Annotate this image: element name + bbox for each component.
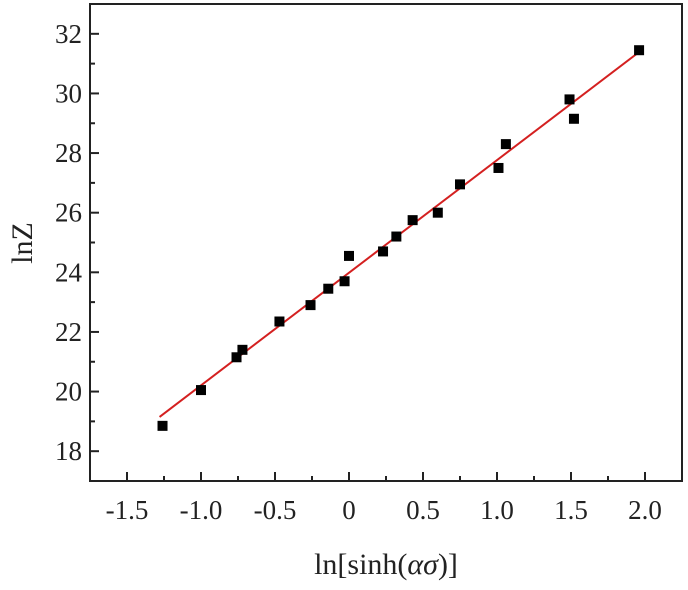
data-point — [323, 283, 334, 294]
data-point — [237, 344, 248, 355]
data-point — [634, 45, 645, 56]
x-tick-label: 0 — [342, 495, 356, 525]
data-point — [568, 113, 579, 124]
x-tick-label: 2.0 — [628, 495, 662, 525]
x-tick-label: -1.0 — [180, 495, 223, 525]
data-point — [344, 250, 354, 261]
data-point — [339, 276, 350, 287]
x-axis: -1.5 -1.0 -0.5 0 0.5 1.0 1.5 2.0 — [106, 472, 662, 525]
x-axis-title-prefix: ln[sinh( — [314, 548, 407, 581]
y-tick-label: 18 — [55, 436, 82, 466]
data-point — [305, 300, 316, 311]
data-point — [231, 352, 242, 363]
x-tick-label: -0.5 — [254, 495, 297, 525]
data-point — [196, 385, 206, 396]
data-point — [455, 179, 465, 190]
data-points — [157, 45, 645, 431]
data-point — [378, 246, 389, 257]
x-tick-label: 1.0 — [480, 495, 514, 525]
x-tick-label: -1.5 — [106, 495, 149, 525]
y-tick-label: 30 — [55, 78, 82, 108]
y-axis: 18 20 22 24 26 28 30 32 — [55, 19, 99, 466]
data-point — [274, 316, 285, 327]
x-axis-title: ln[sinh(ασ)] — [314, 548, 458, 581]
data-point — [157, 420, 168, 431]
y-tick-label: 20 — [55, 377, 82, 407]
x-tick-label: 0.5 — [406, 495, 440, 525]
y-axis-title: lnZ — [6, 222, 39, 264]
data-point — [407, 215, 418, 226]
y-tick-label: 24 — [55, 257, 83, 287]
y-tick-label: 22 — [55, 317, 82, 347]
x-axis-title-symbol: ασ — [407, 548, 439, 581]
data-point — [493, 162, 504, 173]
y-tick-label: 32 — [55, 19, 82, 49]
data-point — [564, 94, 575, 105]
plot-frame — [89, 3, 683, 482]
y-tick-label: 26 — [55, 198, 82, 228]
data-point — [432, 207, 443, 218]
x-tick-label: 1.5 — [554, 495, 588, 525]
x-axis-title-suffix: )] — [438, 548, 458, 581]
data-point — [500, 139, 511, 150]
y-tick-label: 28 — [55, 138, 82, 168]
data-point — [391, 231, 402, 242]
